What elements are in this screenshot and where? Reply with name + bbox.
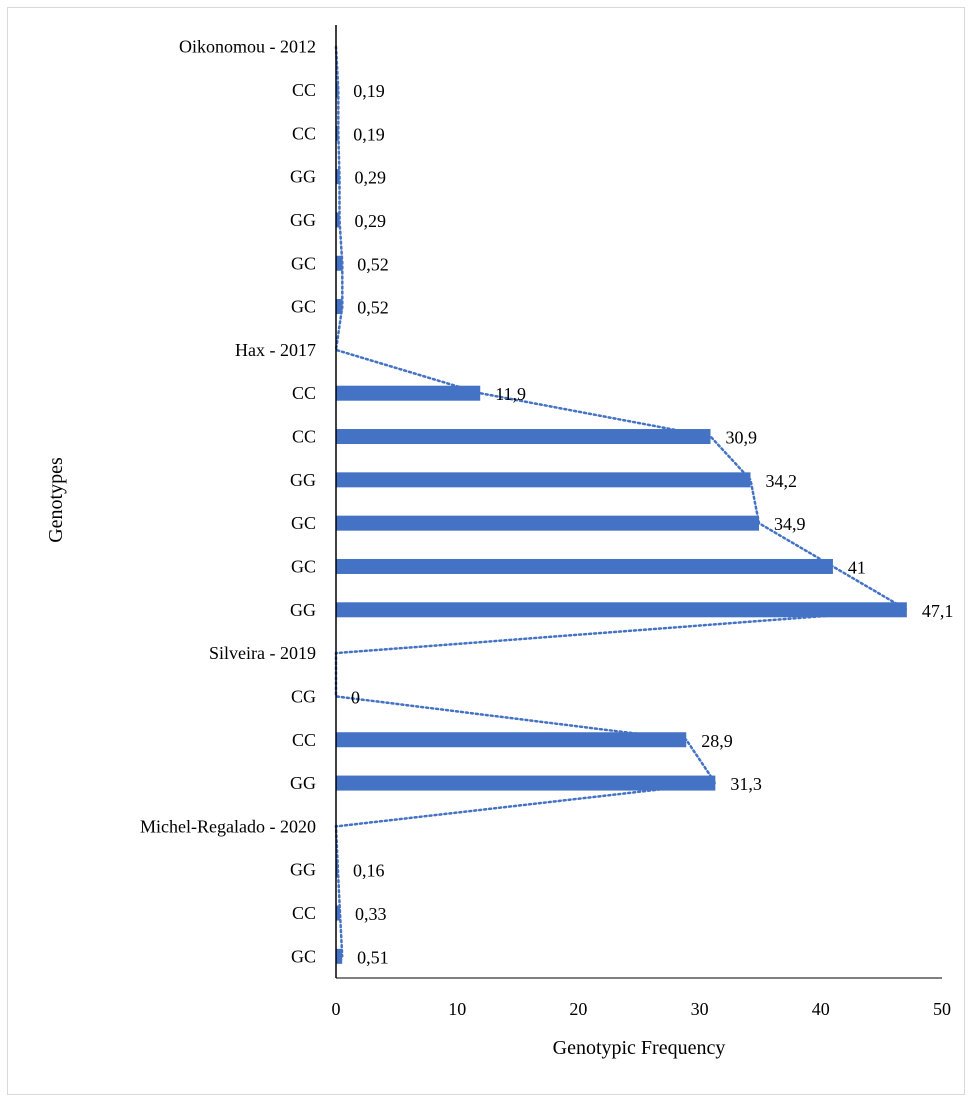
category-label: GC [291, 556, 316, 576]
x-tick-label: 0 [332, 999, 341, 1019]
data-label: 30,9 [726, 428, 758, 448]
labels-layer: 0 10 20 30 40 50 Oikonomou - 2012 CC 0,19 CC 0,19 G… [140, 37, 953, 1019]
category-label: Hax - 2017 [235, 340, 316, 360]
category-label: GG [290, 470, 316, 490]
category-label: GG [290, 860, 316, 880]
data-label: 34,9 [774, 514, 806, 534]
category-label: GC [291, 253, 316, 273]
category-label: GG [290, 210, 316, 230]
bars-layer [336, 82, 907, 964]
data-label: 0,19 [353, 81, 385, 101]
data-label: 31,3 [730, 774, 762, 794]
x-axis-title: Genotypic Frequency [553, 1037, 726, 1059]
data-label: 0,19 [353, 124, 385, 144]
data-label: 11,9 [495, 384, 526, 404]
category-label: Oikonomou - 2012 [179, 37, 316, 57]
bar [336, 212, 340, 228]
category-label: Silveira - 2019 [209, 643, 316, 663]
category-label: GC [291, 946, 316, 966]
x-tick-label: 10 [448, 999, 466, 1019]
bar [336, 515, 759, 531]
category-label: Michel-Regalado - 2020 [140, 816, 316, 836]
category-label: CC [292, 80, 316, 100]
data-label: 34,2 [766, 471, 798, 491]
x-tick-label: 50 [933, 999, 951, 1019]
data-label: 0 [351, 687, 360, 707]
bar [336, 255, 343, 271]
bar [336, 169, 340, 185]
data-label: 47,1 [922, 601, 954, 621]
x-tick-label: 40 [812, 999, 830, 1019]
x-tick-label: 30 [691, 999, 709, 1019]
bar [336, 905, 340, 921]
category-label: GC [291, 513, 316, 533]
bar [336, 82, 339, 98]
category-label: CC [292, 123, 316, 143]
bar [336, 429, 711, 445]
bar [336, 385, 481, 401]
data-label: 0,29 [355, 168, 387, 188]
data-label: 0,52 [357, 254, 389, 274]
bar [336, 472, 751, 488]
data-label: 0,52 [357, 298, 389, 318]
bar [336, 602, 907, 618]
category-label: GG [290, 167, 316, 187]
category-label: GG [290, 773, 316, 793]
bar [336, 948, 343, 964]
data-label: 0,16 [353, 861, 385, 881]
bar [336, 775, 716, 791]
data-label: 28,9 [701, 731, 733, 751]
x-tick-label: 20 [569, 999, 587, 1019]
data-label: 0,29 [355, 211, 387, 231]
category-label: GG [290, 600, 316, 620]
bar [336, 732, 687, 748]
category-label: CC [292, 903, 316, 923]
data-label: 41 [848, 557, 866, 577]
data-label: 0,51 [357, 947, 389, 967]
category-label: CG [291, 686, 316, 706]
trendline [334, 45, 911, 958]
axes-layer [335, 25, 942, 979]
category-label: CC [292, 427, 316, 447]
bar [336, 299, 343, 315]
category-label: CC [292, 383, 316, 403]
category-label: GC [291, 297, 316, 317]
category-label: CC [292, 730, 316, 750]
data-label: 0,33 [355, 904, 387, 924]
bar [336, 558, 833, 574]
trend-layer [334, 45, 911, 958]
y-axis-title: Genotypes [45, 457, 67, 543]
